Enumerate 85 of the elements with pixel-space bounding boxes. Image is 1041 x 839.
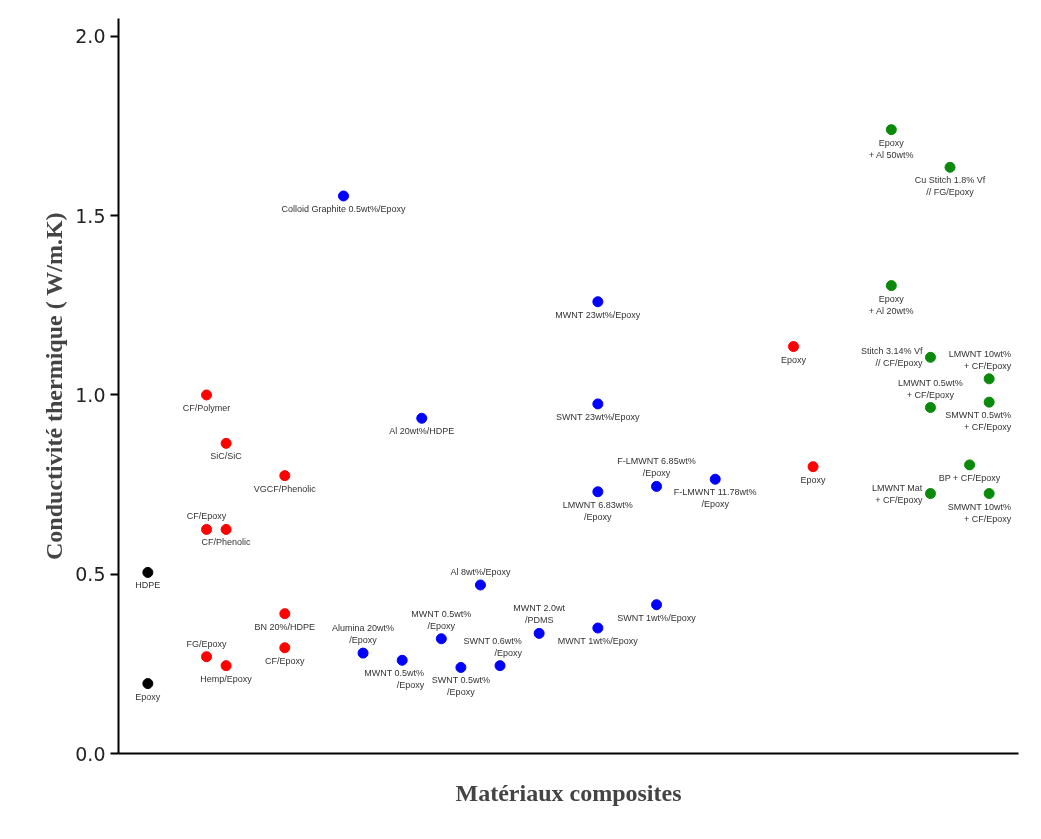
data-label: MWNT 0.5wt% /Epoxy — [364, 668, 425, 691]
point — [494, 660, 506, 672]
data-label: Epoxy — [800, 474, 827, 485]
data-label: SiC/SiC — [210, 451, 243, 462]
point — [924, 402, 936, 413]
data-label: MWNT 1wt%/Epoxy — [557, 636, 639, 647]
data-label: Al 8wt%/Epoxy — [450, 566, 511, 577]
data-label: BP + CF/Epoxy — [938, 472, 1001, 483]
data-label: SWNT 0.5wt% /Epoxy — [431, 675, 490, 698]
data-label: CF/Phenolic — [201, 537, 252, 548]
y-tick-label: 2.0 — [75, 25, 106, 48]
data-label: LMWNT 6.83wt% /Epoxy — [562, 499, 633, 522]
data-label: F-LMWNT 6.85wt% /Epoxy — [617, 456, 696, 479]
point — [964, 459, 976, 471]
point — [924, 488, 936, 500]
data-label: SWNT 0.6wt% /Epoxy — [463, 635, 523, 658]
y-tick-label: 1.0 — [75, 383, 106, 406]
point — [533, 627, 545, 639]
data-label: SMWNT 10wt% + CF/Epoxy — [947, 501, 1012, 524]
data-label: SWNT 23wt%/Epoxy — [556, 411, 640, 422]
data-label: Epoxy — [135, 691, 161, 702]
data-label: F-LMWNT 11.78wt% /Epoxy — [673, 487, 757, 510]
point — [592, 486, 604, 498]
data-label: LMWNT Mat + CF/Epoxy — [871, 482, 923, 505]
data-label: FG/Epoxy — [186, 638, 228, 649]
point — [338, 190, 349, 202]
data-label: Epoxy + Al 50wt% — [868, 137, 914, 160]
point — [201, 389, 213, 401]
data-label: SMWNT 0.5wt% + CF/Epoxy — [945, 410, 1012, 433]
data-label: Hemp/Epoxy — [200, 673, 253, 684]
point — [592, 296, 604, 308]
data-label: Alumina 20wt% /Epoxy — [332, 623, 395, 646]
data-label: CF/Polymer — [182, 402, 231, 413]
x-axis-title: Matériaux composites — [455, 779, 682, 806]
point — [455, 661, 467, 673]
data-label: BN 20%/HDPE — [254, 621, 316, 632]
data-label: VGCF/Phenolic — [253, 483, 317, 494]
data-label: Stitch 3.14% Vf // CF/Epoxy — [860, 346, 923, 369]
point — [201, 523, 213, 535]
data-label: LMWNT 10wt% + CF/Epoxy — [948, 348, 1012, 371]
point — [279, 608, 291, 620]
point — [885, 280, 897, 292]
y-axis-title: Conductivité thermique ( W/m.K) — [41, 212, 68, 560]
point — [220, 660, 232, 672]
data-label: Al 20wt%/HDPE — [389, 426, 455, 437]
point — [983, 396, 995, 408]
point — [357, 647, 369, 659]
data-label: LMWNT 0.5wt% + CF/Epoxy — [897, 377, 963, 400]
data-label: SWNT 1wt%/Epoxy — [617, 612, 697, 623]
point — [651, 599, 663, 611]
point — [885, 124, 897, 136]
point — [220, 437, 232, 449]
point — [279, 642, 291, 654]
data-label: Cu Stitch 1.8% Vf // FG/Epoxy — [914, 175, 986, 198]
point — [924, 351, 936, 363]
data-label: CF/Epoxy — [265, 655, 306, 666]
point — [474, 579, 486, 591]
data-label: MWNT 2.0wt /PDMS — [513, 603, 566, 626]
point — [142, 678, 154, 690]
data-label: Colloid Graphite 0.5wt%/Epoxy — [281, 203, 407, 214]
point — [983, 488, 995, 500]
y-tick-label: 1.5 — [75, 204, 106, 227]
point — [416, 412, 428, 424]
y-tick-label: 0.0 — [75, 742, 106, 765]
data-label: CF/Epoxy — [186, 511, 227, 522]
point — [944, 161, 956, 173]
point — [592, 622, 604, 634]
point — [201, 651, 213, 663]
point — [807, 461, 819, 473]
point — [435, 633, 447, 645]
point — [142, 566, 154, 578]
data-label: MWNT 0.5wt% /Epoxy — [411, 608, 472, 631]
data-label: Epoxy + Al 20wt% — [868, 293, 914, 316]
y-tick-label: 0.5 — [75, 563, 106, 586]
point — [592, 398, 604, 410]
point — [788, 341, 799, 353]
data-label: Epoxy — [780, 354, 807, 365]
point — [220, 523, 232, 535]
point — [396, 654, 408, 666]
point — [709, 473, 721, 485]
data-label: MWNT 23wt%/Epoxy — [555, 309, 641, 320]
data-label: HDPE — [135, 580, 161, 591]
point — [651, 480, 663, 492]
point — [983, 373, 995, 385]
point — [279, 470, 291, 482]
